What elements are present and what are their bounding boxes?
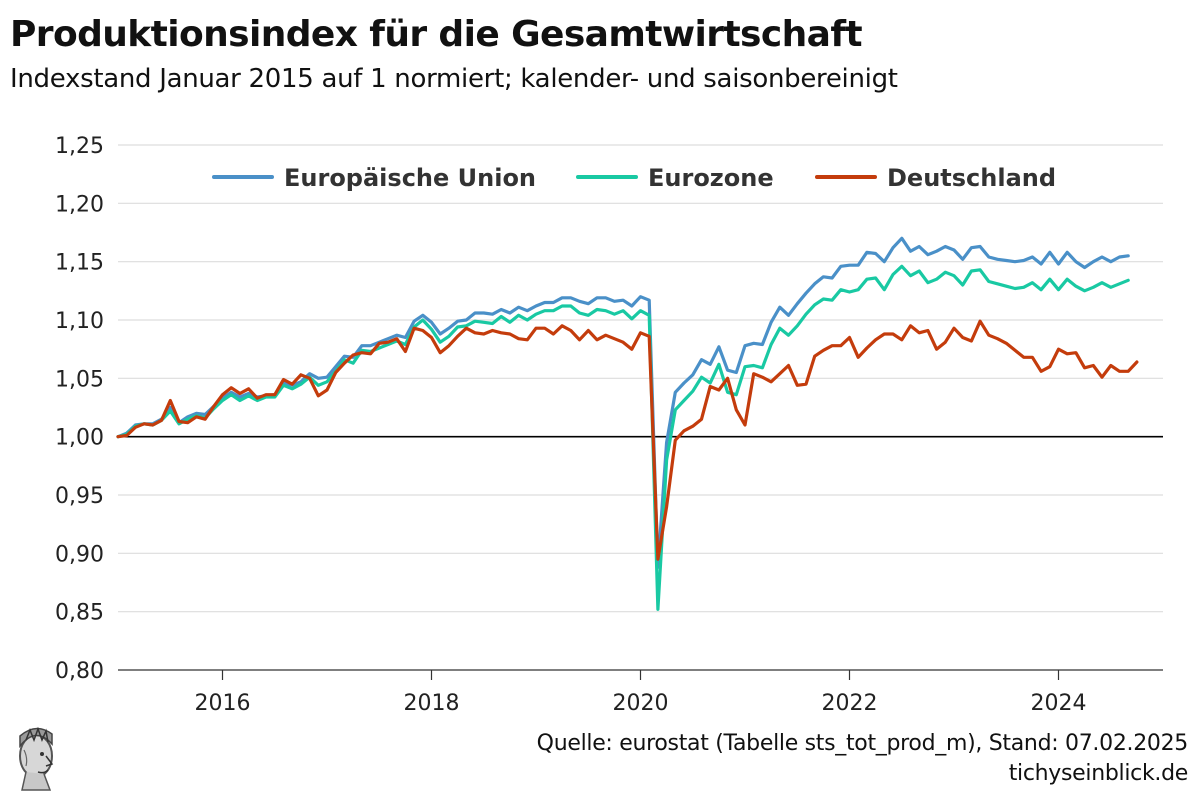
series-line-2	[116, 319, 1139, 561]
y-tick-label: 1,20	[55, 192, 104, 217]
logo-head-icon	[19, 726, 54, 791]
y-tick-label: 0,95	[55, 484, 104, 509]
y-tick-label: 1,00	[55, 426, 104, 451]
y-tick-label: 1,25	[55, 134, 104, 159]
legend-label: Europäische Union	[284, 164, 536, 192]
series-line-1	[116, 264, 1130, 611]
legend-label: Eurozone	[648, 164, 774, 192]
gridlines	[118, 144, 1163, 671]
x-tick-label: 2018	[404, 691, 460, 716]
chart-subtitle: Indexstand Januar 2015 auf 1 normiert; k…	[10, 64, 898, 94]
series-lines	[116, 236, 1139, 611]
y-tick-label: 1,10	[55, 309, 104, 334]
legend: Europäische Union Eurozone Deutschland	[212, 164, 1056, 192]
x-axis-ticks: 2016 2018 2020 2022 2024	[195, 670, 1087, 716]
chart-title: Produktionsindex für die Gesamtwirtschaf…	[10, 14, 863, 55]
x-tick-label: 2020	[613, 691, 669, 716]
x-tick-label: 2022	[822, 691, 878, 716]
y-tick-label: 1,15	[55, 251, 104, 276]
source-note: Quelle: eurostat (Tabelle sts_tot_prod_m…	[536, 731, 1189, 756]
site-credit: tichyseinblick.de	[1008, 761, 1189, 786]
legend-label: Deutschland	[887, 164, 1056, 192]
y-tick-label: 0,90	[55, 542, 104, 567]
y-tick-label: 0,85	[55, 601, 104, 626]
series-line-0	[116, 236, 1130, 569]
y-tick-label: 1,05	[55, 367, 104, 392]
y-axis-ticks: 0,80 0,85 0,90 0,95 1,00 1,05 1,10 1,15 1,20 1,25	[55, 134, 104, 684]
x-tick-label: 2016	[195, 691, 251, 716]
y-tick-label: 0,80	[55, 659, 104, 684]
x-tick-label: 2024	[1031, 691, 1087, 716]
